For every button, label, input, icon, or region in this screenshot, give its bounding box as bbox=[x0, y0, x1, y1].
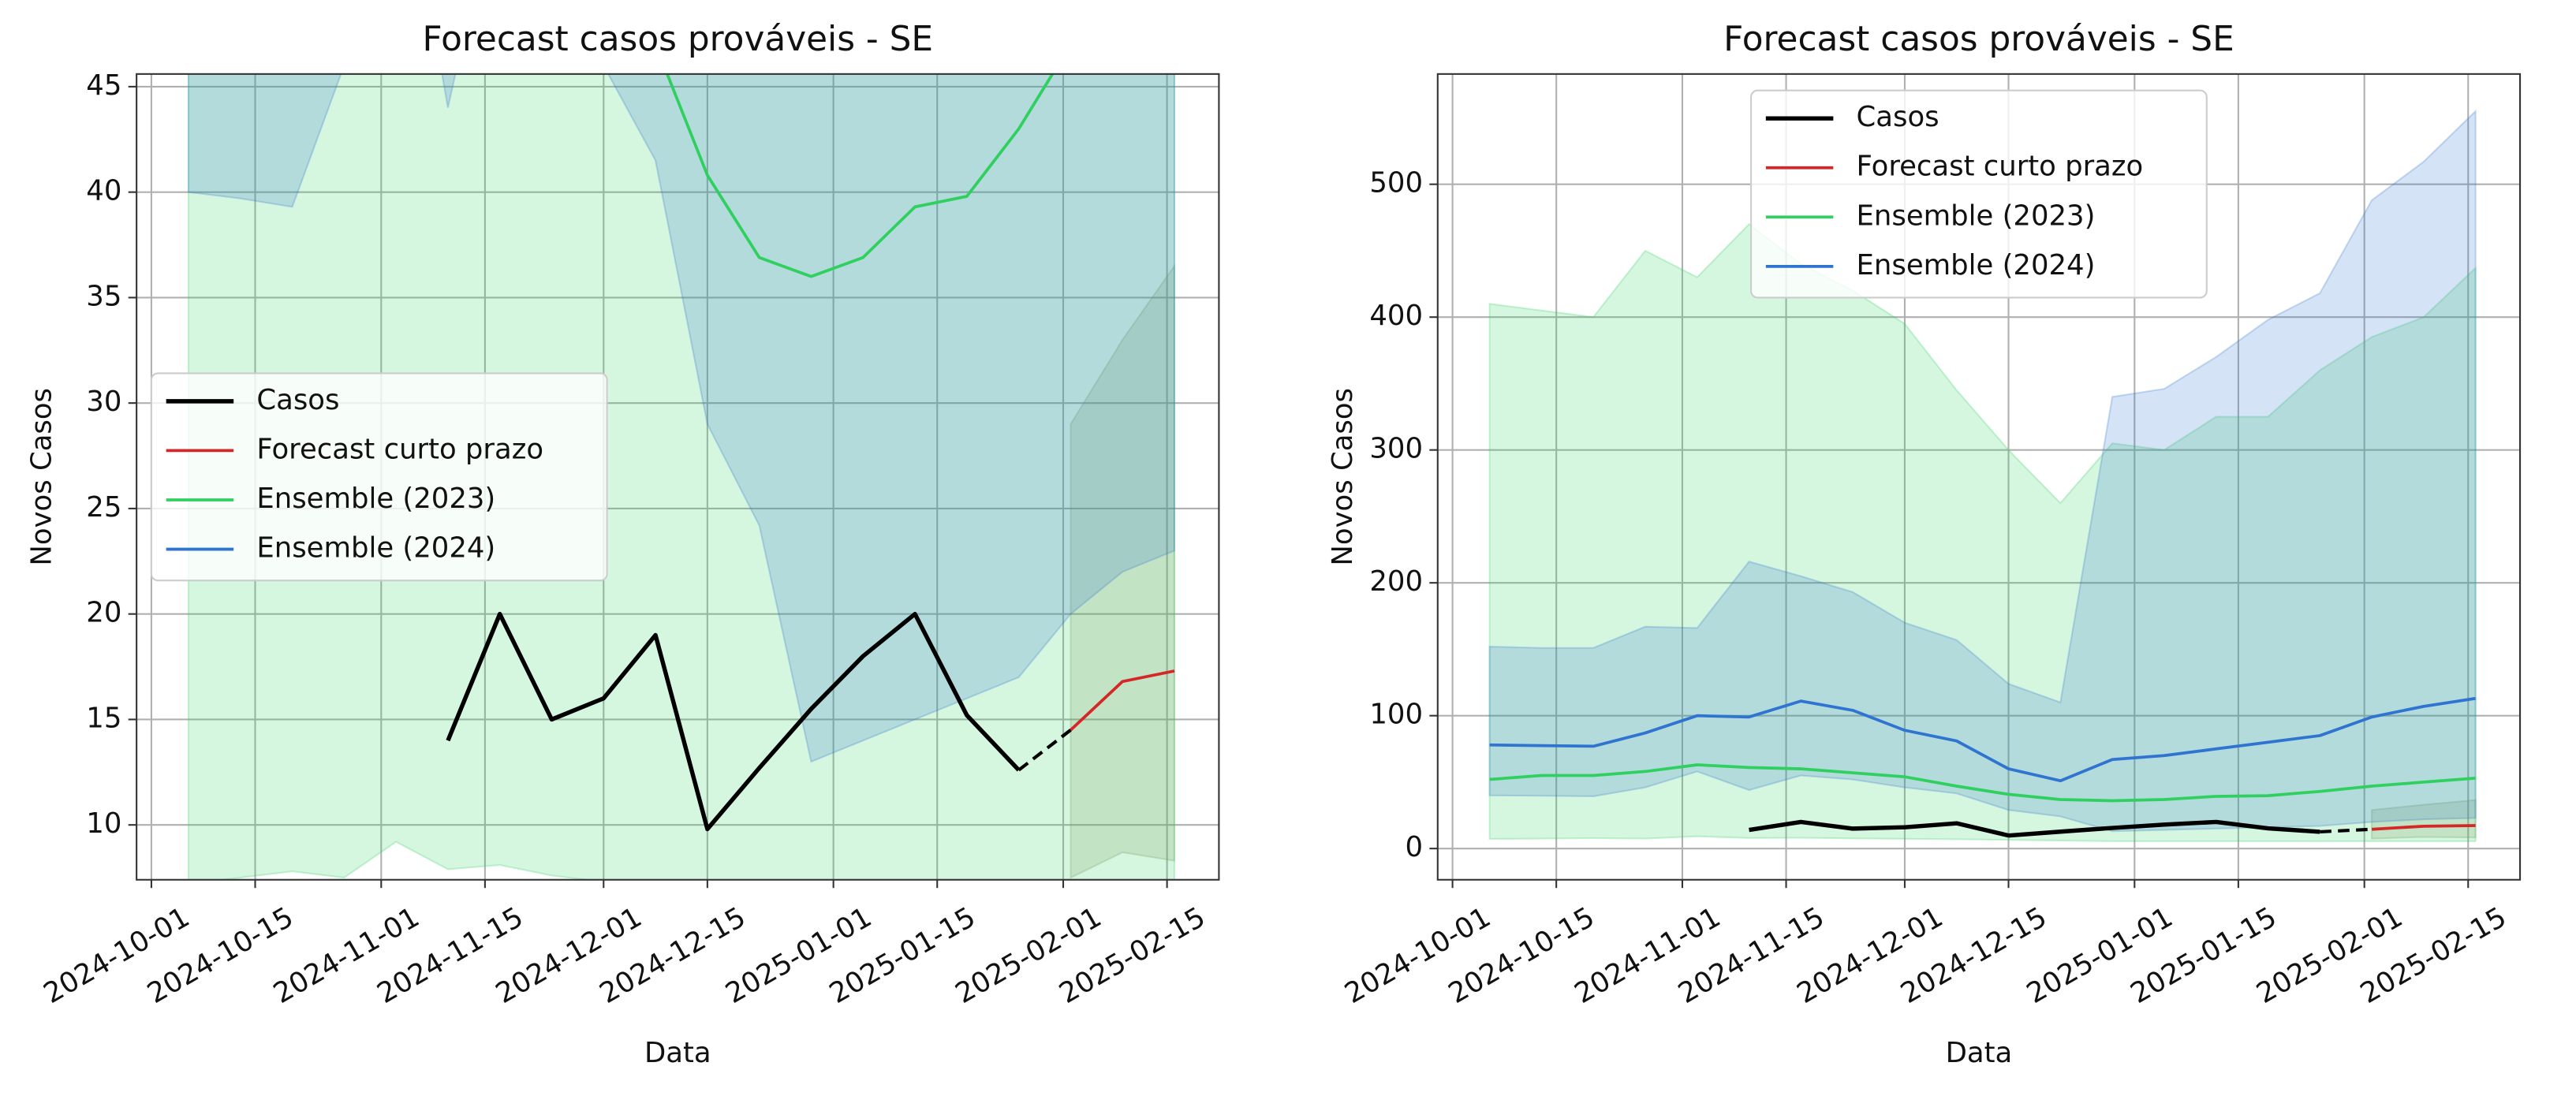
plot-area bbox=[187, 73, 1176, 880]
chart-title: Forecast casos prováveis - SE bbox=[1723, 19, 2234, 59]
legend-label: Ensemble (2024) bbox=[1857, 249, 2096, 281]
y-tick-label: 25 bbox=[86, 491, 121, 524]
y-tick-label: 20 bbox=[86, 597, 121, 629]
y-tick-label: 35 bbox=[86, 280, 121, 312]
legend-label: Forecast curto prazo bbox=[256, 433, 543, 465]
legend-box bbox=[1750, 89, 2208, 299]
legend-label: Casos bbox=[1857, 101, 1939, 133]
series-line bbox=[1749, 819, 2320, 838]
y-tick-label: 100 bbox=[1369, 699, 1423, 731]
y-axis-label: Novos Casos bbox=[1327, 388, 1359, 566]
series-line bbox=[665, 73, 1055, 278]
y-tick-label: 40 bbox=[86, 175, 121, 207]
x-axis-label: Data bbox=[644, 1037, 711, 1069]
y-tick-label: 10 bbox=[86, 807, 121, 840]
legend-box bbox=[150, 372, 608, 582]
y-tick-label: 15 bbox=[86, 702, 121, 734]
legend-label: Ensemble (2024) bbox=[256, 532, 495, 565]
legend-label: Ensemble (2023) bbox=[256, 483, 495, 515]
legend: Casos Forecast curto prazo Ensemble (2023)… bbox=[1750, 89, 2208, 299]
chart: 2024-10-012024-10-152024-11-012024-11-15… bbox=[1327, 19, 2522, 1069]
interval-band bbox=[187, 73, 1176, 763]
y-tick-label: 300 bbox=[1369, 433, 1423, 465]
series-line bbox=[2371, 824, 2476, 831]
connector-line bbox=[2320, 827, 2373, 834]
y-tick-label: 500 bbox=[1369, 167, 1423, 199]
legend-label: Ensemble (2023) bbox=[1857, 199, 2096, 232]
y-axis-label: Novos Casos bbox=[25, 388, 58, 566]
series-line bbox=[446, 611, 1021, 832]
series-line bbox=[1489, 696, 2476, 783]
plot-frame bbox=[136, 73, 1220, 881]
y-tick-label: 400 bbox=[1369, 300, 1423, 332]
chart-title: Forecast casos prováveis - SE bbox=[422, 19, 933, 59]
legend: Casos Forecast curto prazo Ensemble (2023)… bbox=[150, 372, 608, 582]
series-line bbox=[1489, 763, 2476, 803]
interval-band bbox=[1488, 109, 2477, 833]
x-axis-label: Data bbox=[1946, 1037, 2013, 1069]
y-tick-label: 200 bbox=[1369, 565, 1423, 598]
connector-line bbox=[1017, 729, 1072, 772]
legend-label: Casos bbox=[256, 384, 339, 416]
y-tick-label: 0 bbox=[1405, 831, 1423, 863]
y-tick-label: 45 bbox=[86, 69, 121, 102]
interval-band bbox=[187, 73, 1176, 880]
interval-band bbox=[1070, 263, 1176, 879]
y-tick-label: 30 bbox=[86, 386, 121, 418]
series-line bbox=[1070, 669, 1175, 732]
chart: 2024-10-012024-10-152024-11-012024-11-15… bbox=[25, 19, 1220, 1069]
plot-frame bbox=[1436, 73, 2522, 881]
legend-label: Forecast curto prazo bbox=[1857, 151, 2144, 183]
